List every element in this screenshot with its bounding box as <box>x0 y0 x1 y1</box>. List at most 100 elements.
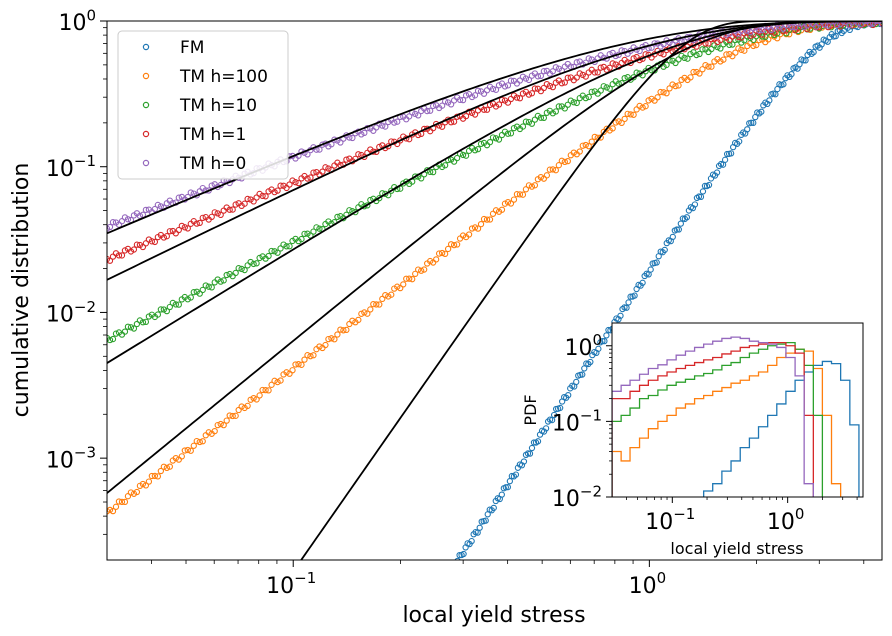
data-point <box>780 81 787 88</box>
data-point <box>139 319 147 326</box>
data-point <box>370 300 377 308</box>
data-point <box>802 57 809 64</box>
data-point <box>217 420 224 428</box>
data-point <box>118 252 126 259</box>
data-point <box>606 64 613 71</box>
data-point <box>196 438 203 446</box>
data-point <box>486 138 494 146</box>
data-point <box>172 454 179 462</box>
data-point <box>130 325 138 332</box>
data-point <box>471 111 479 118</box>
inset-y-axis: 10−2 10−1 100 <box>552 331 612 512</box>
data-point <box>250 260 257 268</box>
data-point <box>501 200 509 207</box>
data-point <box>603 332 610 339</box>
inset-y-tick-label: 10−1 <box>552 407 602 437</box>
data-point <box>259 386 266 394</box>
data-point <box>151 205 159 213</box>
data-point <box>699 46 706 53</box>
data-point <box>163 464 170 472</box>
legend-label: TM h=0 <box>179 154 246 174</box>
data-point <box>549 68 556 75</box>
data-point <box>504 483 511 491</box>
data-point <box>232 201 239 208</box>
data-point <box>585 143 592 150</box>
data-point <box>277 182 284 189</box>
data-point <box>430 102 437 110</box>
data-point <box>561 79 568 86</box>
legend-label: TM h=1 <box>179 125 246 145</box>
data-point <box>211 427 218 435</box>
data-point <box>573 378 580 386</box>
data-point <box>292 361 299 368</box>
data-point <box>355 316 362 324</box>
data-point <box>373 301 380 308</box>
data-point <box>109 335 117 343</box>
data-point <box>612 119 619 126</box>
inset-axes-frame <box>611 322 864 498</box>
data-point <box>430 168 437 176</box>
data-point <box>540 84 548 92</box>
data-point <box>528 90 536 97</box>
inset-x-axis: 10−1 100 <box>626 497 858 535</box>
data-point <box>232 412 239 419</box>
data-point <box>322 341 329 349</box>
data-point <box>702 61 709 69</box>
data-point <box>550 411 558 419</box>
data-point <box>486 216 494 223</box>
data-point <box>555 103 562 110</box>
data-point <box>406 275 413 282</box>
data-point <box>187 294 194 301</box>
data-point <box>750 119 757 126</box>
data-point <box>199 214 206 221</box>
data-point <box>792 24 799 31</box>
data-point <box>570 99 577 106</box>
data-point <box>483 87 491 94</box>
data-point <box>727 150 735 157</box>
data-point <box>498 131 506 139</box>
data-point <box>456 96 464 103</box>
data-point <box>459 151 467 159</box>
legend: FM TM h=100 TM h=10 TM h=1 TM h=0 <box>117 30 289 180</box>
data-point <box>588 138 595 145</box>
data-point <box>507 130 515 137</box>
data-point <box>325 165 332 172</box>
data-point <box>753 41 760 49</box>
data-point <box>480 215 488 223</box>
inset-background <box>612 323 863 497</box>
data-point <box>235 406 242 414</box>
data-point <box>271 377 278 384</box>
data-point <box>661 246 668 254</box>
inset-y-tick-label: 100 <box>564 331 602 361</box>
fit-tm-h-10-line <box>107 21 882 364</box>
data-point <box>542 425 550 432</box>
data-point <box>415 112 422 119</box>
data-point <box>474 87 482 94</box>
data-point <box>250 198 257 205</box>
data-point <box>289 367 296 374</box>
data-point <box>400 281 407 288</box>
data-point <box>701 182 709 190</box>
data-point <box>606 85 613 92</box>
data-point <box>677 220 684 227</box>
data-point <box>127 489 135 496</box>
data-point <box>543 172 551 179</box>
data-point <box>121 247 129 254</box>
legend-marker <box>142 101 150 109</box>
data-point <box>421 266 428 273</box>
data-point <box>561 105 568 112</box>
data-point <box>591 133 598 141</box>
data-point <box>789 23 796 31</box>
data-point <box>582 73 589 80</box>
legend-marker <box>142 72 150 80</box>
data-point <box>462 92 470 99</box>
data-point <box>839 21 847 25</box>
data-point <box>220 421 227 429</box>
data-point <box>675 82 682 89</box>
series-tm-h-100 <box>107 21 882 515</box>
data-point <box>483 216 491 223</box>
data-point <box>346 207 353 214</box>
data-point <box>597 87 604 94</box>
main-axes-frame <box>106 20 883 561</box>
data-point <box>483 106 491 113</box>
